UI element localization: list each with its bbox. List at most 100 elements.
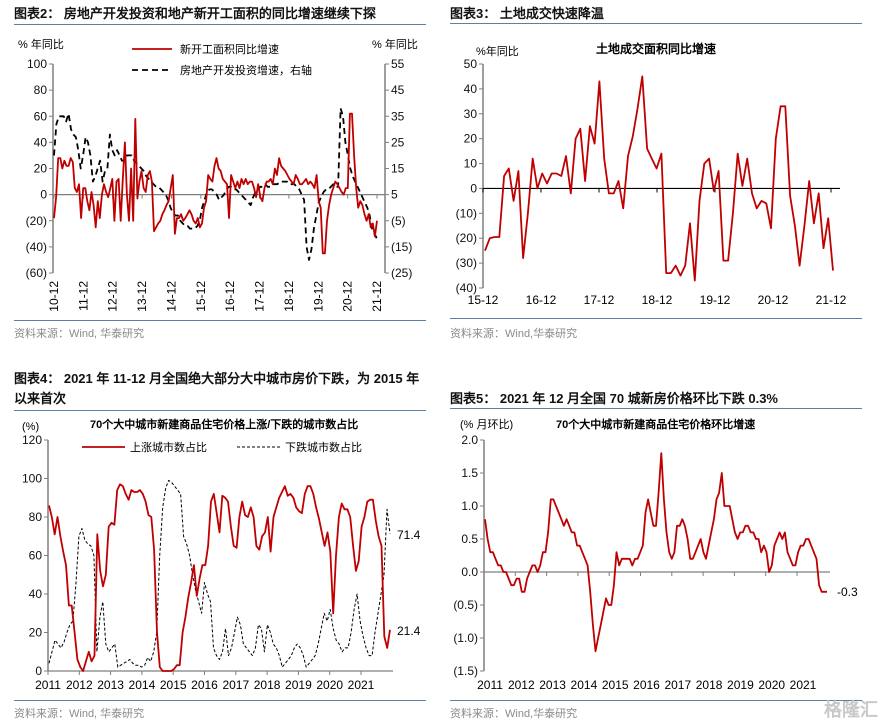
figure3-source: 资料来源：Wind,华泰研究 <box>450 328 578 340</box>
figure4-title-line2: 以来首次 <box>14 391 67 406</box>
right-y-tick-label: 35 <box>391 109 405 123</box>
end-label-value: -0.3 <box>837 585 858 599</box>
right-y-tick-label: (25) <box>391 266 412 280</box>
x-tick-label: 2012 <box>66 678 93 692</box>
end-label-falling: 71.4 <box>397 528 421 542</box>
right-y-tick-label: 15 <box>391 162 405 176</box>
right-y-tick-label: 45 <box>391 83 405 97</box>
x-tick-label: 10-12 <box>47 281 61 312</box>
x-tick-label: 2016 <box>633 678 660 692</box>
x-tick-label: 2012 <box>508 678 535 692</box>
figure2-chart: % 年同比 % 年同比 100 80 60 40 20 0 (20) (40) (60) 55 45 35… <box>18 37 418 312</box>
y-tick-label: (1.5) <box>453 664 478 678</box>
x-tick-label: 2015 <box>160 678 187 692</box>
y-tick-label: (0.5) <box>453 598 478 612</box>
x-tick-label: 2014 <box>129 678 156 692</box>
y-tick-label: 10 <box>464 157 478 171</box>
y-tick-label: 80 <box>29 510 43 524</box>
end-label-rising: 21.4 <box>397 624 421 638</box>
rising-cities-share-line <box>48 483 391 672</box>
right-y-tick-label: (15) <box>391 240 412 254</box>
y-tick-label: 0.5 <box>461 532 478 546</box>
left-y-tick-label: 40 <box>34 135 48 149</box>
new-starts-growth-line <box>53 112 378 255</box>
left-y-tick-label: (40) <box>26 240 47 254</box>
figure4-source: 资料来源：Wind, 华泰研究 <box>14 708 145 720</box>
figure2-title-rule <box>14 24 426 25</box>
y-tick-label: 20 <box>464 132 478 146</box>
right-y-tick-label: 25 <box>391 135 405 149</box>
watermark-logo: 格隆汇 <box>824 700 878 720</box>
x-tick-label: 2014 <box>571 678 598 692</box>
x-tick-label: 13-12 <box>135 281 149 312</box>
x-tick-label: 2020 <box>758 678 785 692</box>
left-y-tick-label: 80 <box>34 83 48 97</box>
x-tick-label: 2019 <box>727 678 754 692</box>
y-tick-label: 20 <box>29 626 43 640</box>
figure2-source-rule <box>14 320 426 321</box>
chart-title: 70个大中城市新建商品住宅价格上涨/下跌的城市数占比 <box>90 417 358 431</box>
figure3-title: 图表3： 土地成交快速降温 <box>450 6 604 21</box>
y-tick-label: 40 <box>29 587 43 601</box>
x-tick-label: 16-12 <box>526 293 557 307</box>
y-tick-label: (10) <box>456 206 477 220</box>
legend-label-rising: 上涨城市数占比 <box>130 440 207 454</box>
x-tick-label: 2016 <box>191 678 218 692</box>
right-y-tick-label: (5) <box>391 214 406 228</box>
x-tick-label: 19-12 <box>700 293 731 307</box>
investment-growth-line <box>53 107 378 261</box>
y-tick-label: 1.5 <box>461 466 478 480</box>
figure5-source-rule <box>450 700 862 701</box>
y-tick-label: 0.0 <box>461 565 478 579</box>
right-y-tick-label: 55 <box>391 57 405 71</box>
x-tick-label: 21-12 <box>370 281 384 312</box>
land-area-growth-line <box>484 75 834 282</box>
x-tick-label: 19-12 <box>311 281 325 312</box>
x-tick-label: 18-12 <box>282 281 296 312</box>
x-tick-label: 15-12 <box>468 293 499 307</box>
x-tick-label: 14-12 <box>164 281 178 312</box>
y-tick-label: 2.0 <box>461 433 478 447</box>
y-tick-label: 100 <box>22 472 42 486</box>
y-tick-label: (30) <box>456 256 477 270</box>
y-tick-label: (40) <box>456 281 477 295</box>
x-tick-label: 2013 <box>97 678 124 692</box>
right-axis-unit: % 年同比 <box>372 37 418 51</box>
x-tick-label: 2021 <box>790 678 817 692</box>
y-tick-label: 40 <box>464 82 478 96</box>
falling-cities-share-line <box>48 479 391 668</box>
y-axis-unit: %年同比 <box>476 44 519 58</box>
y-tick-label: 0 <box>35 664 42 678</box>
x-tick-label: 12-12 <box>106 281 120 312</box>
legend-label-falling: 下跌城市数占比 <box>285 440 362 454</box>
legend-label-investment: 房地产开发投资增速，右轴 <box>180 63 312 77</box>
x-tick-label: 17-12 <box>253 281 267 312</box>
figure5-source: 资料来源：Wind,华泰研究 <box>450 708 578 720</box>
left-y-tick-label: 0 <box>40 188 47 202</box>
legend-label-new-starts: 新开工面积同比增速 <box>180 42 279 56</box>
left-axis-unit: % 年同比 <box>18 37 64 51</box>
left-y-tick-label: (60) <box>26 266 47 280</box>
figure3-source-rule <box>450 318 862 319</box>
x-tick-label: 2019 <box>285 678 312 692</box>
figure4-title-rule <box>14 410 426 411</box>
y-tick-label: 120 <box>22 433 42 447</box>
left-y-tick-label: 20 <box>34 162 48 176</box>
x-tick-label: 11-12 <box>76 281 90 311</box>
y-tick-label: 0 <box>470 181 477 195</box>
figure2-title: 图表2： 房地产开发投资和地产新开工面积的同比增速继续下探 <box>14 6 376 21</box>
x-tick-label: 21-12 <box>816 293 847 307</box>
x-tick-label: 18-12 <box>642 293 673 307</box>
x-tick-label: 2021 <box>348 678 375 692</box>
x-tick-label: 20-12 <box>758 293 789 307</box>
x-tick-label: 2018 <box>696 678 723 692</box>
x-tick-label: 2018 <box>254 678 281 692</box>
y-tick-label: 30 <box>464 107 478 121</box>
x-tick-label: 2017 <box>222 678 249 692</box>
x-tick-label: 16-12 <box>223 281 237 312</box>
figure3-title-rule <box>450 23 862 24</box>
x-tick-label: 20-12 <box>341 281 355 312</box>
x-tick-label: 2020 <box>316 678 343 692</box>
figure5-title: 图表5： 2021 年 12 月全国 70 城新房价格环比下跌 0.3% <box>450 391 778 406</box>
